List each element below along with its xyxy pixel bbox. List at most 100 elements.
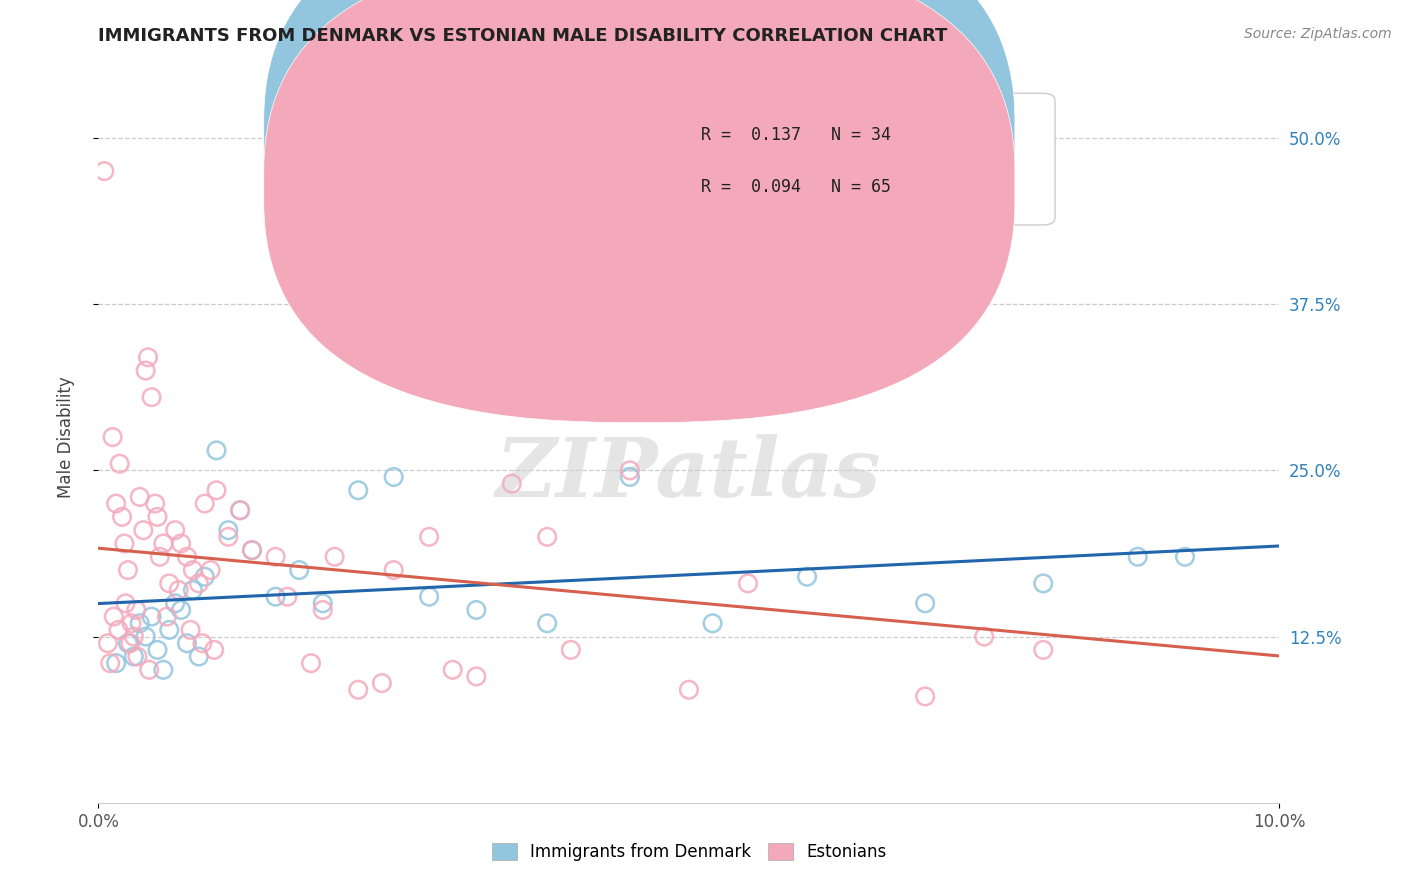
- Point: [157, 623, 180, 637]
- Point: [1032, 576, 1054, 591]
- Point: [170, 536, 193, 550]
- Point: [101, 430, 124, 444]
- Point: [97, 636, 120, 650]
- Point: [176, 636, 198, 650]
- Point: [141, 390, 163, 404]
- Point: [111, 509, 134, 524]
- Point: [152, 663, 174, 677]
- Point: [187, 576, 209, 591]
- Point: [125, 603, 148, 617]
- Point: [117, 636, 139, 650]
- Point: [312, 596, 335, 610]
- Point: [382, 563, 405, 577]
- Point: [167, 582, 190, 597]
- Point: [114, 596, 136, 610]
- Point: [165, 596, 187, 610]
- Point: [117, 563, 139, 577]
- Point: [240, 543, 263, 558]
- Point: [619, 470, 641, 484]
- FancyBboxPatch shape: [264, 0, 1015, 371]
- Point: [217, 523, 239, 537]
- Point: [143, 497, 166, 511]
- Point: [98, 656, 121, 670]
- FancyBboxPatch shape: [264, 0, 1015, 423]
- Point: [141, 609, 163, 624]
- Point: [217, 530, 239, 544]
- Point: [973, 630, 995, 644]
- Point: [128, 490, 150, 504]
- Point: [127, 649, 149, 664]
- Point: [418, 530, 440, 544]
- Text: R =  0.137   N = 34: R = 0.137 N = 34: [700, 127, 891, 145]
- Point: [536, 616, 558, 631]
- Point: [194, 570, 217, 584]
- Point: [737, 576, 759, 591]
- Point: [202, 643, 225, 657]
- Point: [288, 563, 311, 577]
- Point: [107, 623, 129, 637]
- Point: [108, 457, 131, 471]
- Point: [796, 390, 818, 404]
- Point: [678, 682, 700, 697]
- Point: [191, 636, 214, 650]
- Point: [136, 351, 159, 365]
- Point: [796, 570, 818, 584]
- Point: [619, 463, 641, 477]
- Text: R =  0.094   N = 65: R = 0.094 N = 65: [700, 178, 891, 195]
- Text: IMMIGRANTS FROM DENMARK VS ESTONIAN MALE DISABILITY CORRELATION CHART: IMMIGRANTS FROM DENMARK VS ESTONIAN MALE…: [98, 27, 948, 45]
- Point: [465, 669, 488, 683]
- Point: [146, 643, 169, 657]
- Point: [146, 509, 169, 524]
- Point: [170, 603, 193, 617]
- Point: [702, 616, 724, 631]
- Point: [181, 563, 204, 577]
- Point: [122, 649, 145, 664]
- Point: [105, 497, 128, 511]
- Point: [1032, 643, 1054, 657]
- Point: [165, 523, 187, 537]
- Point: [914, 596, 936, 610]
- Point: [418, 590, 440, 604]
- Point: [103, 609, 125, 624]
- Point: [132, 523, 155, 537]
- Point: [240, 543, 263, 558]
- FancyBboxPatch shape: [582, 94, 1054, 225]
- Point: [200, 563, 222, 577]
- Point: [205, 483, 228, 498]
- Point: [229, 503, 252, 517]
- Point: [536, 530, 558, 544]
- Point: [112, 536, 135, 550]
- Point: [194, 497, 217, 511]
- Point: [138, 663, 160, 677]
- Point: [181, 582, 204, 597]
- Point: [323, 549, 346, 564]
- Point: [347, 483, 370, 498]
- Point: [465, 603, 488, 617]
- Point: [128, 616, 150, 631]
- Point: [229, 503, 252, 517]
- Point: [276, 590, 298, 604]
- Point: [121, 616, 143, 631]
- Legend: Immigrants from Denmark, Estonians: Immigrants from Denmark, Estonians: [485, 836, 893, 868]
- Point: [264, 590, 287, 604]
- Point: [299, 656, 322, 670]
- Point: [1174, 549, 1197, 564]
- Point: [441, 663, 464, 677]
- Point: [560, 643, 582, 657]
- Point: [93, 164, 115, 178]
- Point: [382, 470, 405, 484]
- Point: [371, 676, 394, 690]
- Point: [312, 603, 335, 617]
- Point: [1126, 549, 1149, 564]
- Point: [135, 363, 157, 377]
- Point: [157, 576, 180, 591]
- Point: [156, 609, 179, 624]
- Point: [501, 476, 523, 491]
- Point: [347, 682, 370, 697]
- Point: [205, 443, 228, 458]
- Point: [135, 630, 157, 644]
- Text: Source: ZipAtlas.com: Source: ZipAtlas.com: [1244, 27, 1392, 41]
- Point: [264, 549, 287, 564]
- Point: [152, 536, 174, 550]
- Text: ZIPatlas: ZIPatlas: [496, 434, 882, 514]
